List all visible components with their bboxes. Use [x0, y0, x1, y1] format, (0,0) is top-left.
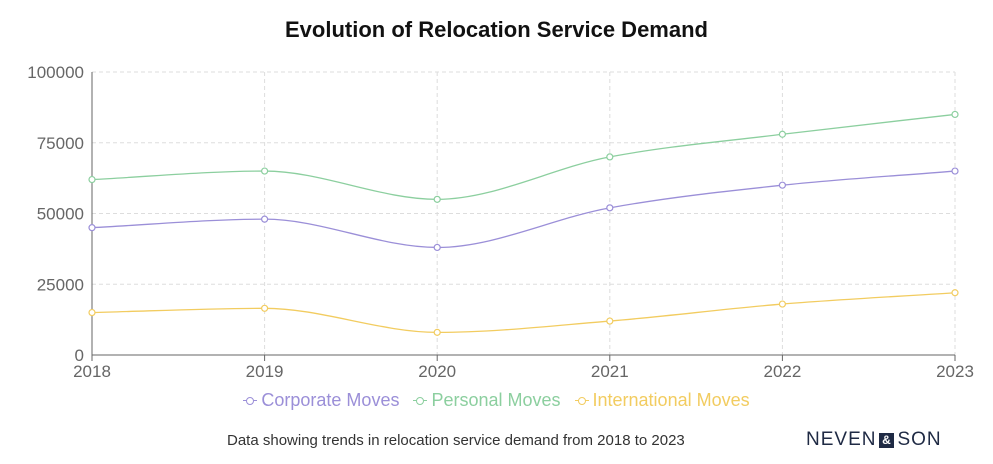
brand-mark-icon: & — [879, 433, 894, 448]
legend-item-personal-moves[interactable]: Personal Moves — [413, 390, 560, 411]
y-tick-label: 75000 — [37, 134, 84, 153]
legend-label-personal-moves: Personal Moves — [431, 390, 560, 411]
data-point-international-moves-2021[interactable] — [607, 318, 613, 324]
data-point-personal-moves-2021[interactable] — [607, 154, 613, 160]
data-point-corporate-moves-2018[interactable] — [89, 225, 95, 231]
legend-marker-corporate-moves — [243, 396, 257, 406]
y-tick-label: 50000 — [37, 205, 84, 224]
data-point-corporate-moves-2022[interactable] — [779, 182, 785, 188]
x-tick-label: 2022 — [763, 362, 801, 381]
legend-label-corporate-moves: Corporate Moves — [261, 390, 399, 411]
data-point-corporate-moves-2023[interactable] — [952, 168, 958, 174]
x-tick-label: 2018 — [73, 362, 111, 381]
x-tick-label: 2021 — [591, 362, 629, 381]
series-lines — [92, 114, 955, 332]
x-tick-label: 2020 — [418, 362, 456, 381]
x-tick-label: 2019 — [246, 362, 284, 381]
grid-lines — [92, 72, 955, 355]
data-point-international-moves-2020[interactable] — [434, 329, 440, 335]
data-point-personal-moves-2022[interactable] — [779, 131, 785, 137]
data-point-personal-moves-2023[interactable] — [952, 111, 958, 117]
data-point-personal-moves-2020[interactable] — [434, 196, 440, 202]
legend-item-corporate-moves[interactable]: Corporate Moves — [243, 390, 399, 411]
data-point-international-moves-2018[interactable] — [89, 310, 95, 316]
y-tick-label: 25000 — [37, 275, 84, 294]
legend: Corporate Moves Personal Moves Internati… — [0, 390, 993, 411]
data-point-personal-moves-2018[interactable] — [89, 177, 95, 183]
data-point-corporate-moves-2020[interactable] — [434, 244, 440, 250]
axes — [92, 72, 955, 361]
legend-label-international-moves: International Moves — [593, 390, 750, 411]
data-point-personal-moves-2019[interactable] — [262, 168, 268, 174]
legend-marker-personal-moves — [413, 396, 427, 406]
series-points — [89, 111, 958, 335]
legend-item-international-moves[interactable]: International Moves — [575, 390, 750, 411]
data-point-corporate-moves-2021[interactable] — [607, 205, 613, 211]
brand-logo: NEVEN & SON — [806, 429, 942, 451]
brand-name-right: SON — [897, 429, 941, 451]
chart-caption: Data showing trends in relocation servic… — [227, 432, 685, 449]
x-tick-label: 2023 — [936, 362, 974, 381]
data-point-corporate-moves-2019[interactable] — [262, 216, 268, 222]
data-point-international-moves-2023[interactable] — [952, 290, 958, 296]
data-point-international-moves-2019[interactable] — [262, 305, 268, 311]
brand-name-left: NEVEN — [806, 429, 876, 451]
series-line-international-moves — [92, 293, 955, 333]
series-line-personal-moves — [92, 114, 955, 199]
y-tick-label: 100000 — [27, 63, 84, 82]
legend-marker-international-moves — [575, 396, 589, 406]
data-point-international-moves-2022[interactable] — [779, 301, 785, 307]
